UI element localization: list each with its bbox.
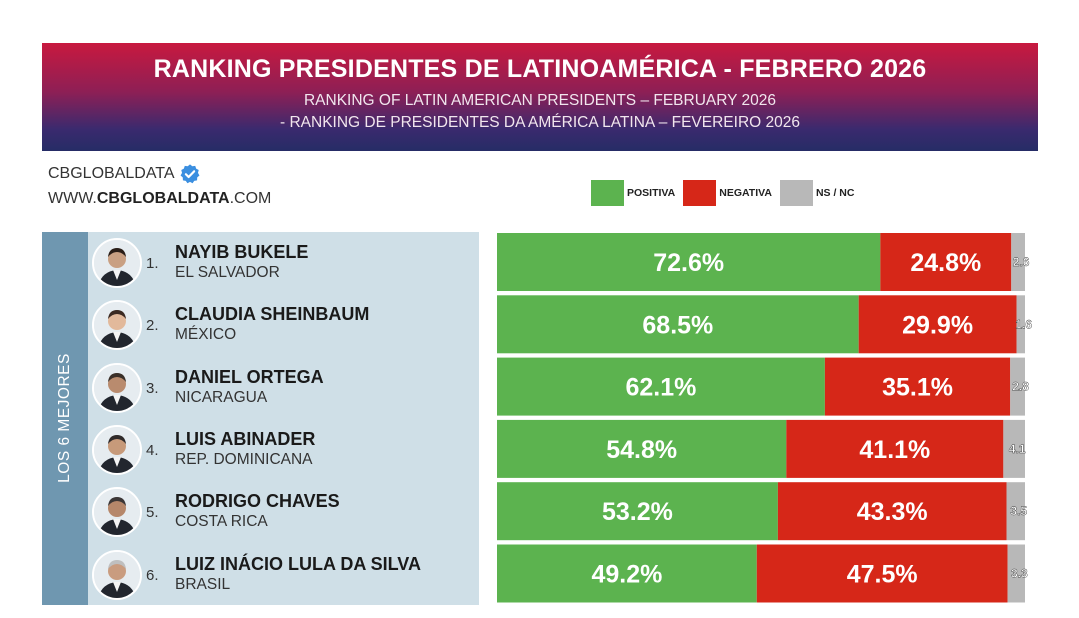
bar-segment-negativa (858, 295, 1017, 354)
president-country: COSTA RICA (175, 513, 268, 531)
brand-url-suffix: .COM (229, 190, 272, 207)
president-rank: 2. (146, 317, 159, 335)
president-rank: 3. (146, 379, 159, 397)
president-avatar (92, 362, 142, 413)
president-name: NAYIB BUKELE (175, 242, 309, 262)
data-label-negativa: 24.8% (910, 249, 981, 277)
presidents-panel (42, 232, 479, 605)
bar-segment-nsnc (1016, 295, 1025, 354)
president-country: NICARAGUA (175, 388, 268, 406)
president-avatar (92, 300, 142, 351)
bar-row: 72.6% 24.8% 2.6 (497, 233, 1030, 291)
bar-segment-nsnc (1007, 544, 1025, 603)
chart-subtitle-english: RANKING OF LATIN AMERICAN PRESIDENTS – F… (303, 92, 777, 109)
data-label-negativa: 35.1% (882, 374, 953, 402)
bar-segment-nsnc (1010, 357, 1025, 416)
verified-badge-icon (180, 164, 200, 184)
brand-name: CBGLOBALDATA (48, 163, 201, 185)
data-label-positiva: 54.8% (606, 436, 677, 464)
legend-swatch-positiva (591, 180, 624, 206)
president-avatar (92, 424, 142, 475)
bar-row: 62.1% 35.1% 2.8 (497, 357, 1029, 416)
chart-header: RANKING PRESIDENTES DE LATINOAMÉRICA - F… (42, 43, 1038, 151)
bar-segment-negativa (880, 233, 1012, 291)
president-rank: 6. (146, 566, 159, 584)
bar-segment-positiva (497, 544, 757, 603)
brand-name-text: CBGLOBALDATA (48, 165, 175, 182)
chart-title: RANKING PRESIDENTES DE LATINOAMÉRICA - F… (153, 55, 927, 83)
person-portrait-icon (94, 551, 140, 598)
data-label-nsnc: 1.6 (1015, 317, 1032, 331)
chart-subtitle-portuguese: - RANKING DE PRESIDENTES DA AMÉRICA LATI… (280, 114, 800, 131)
brand-url: WWW.CBGLOBALDATA.COM (48, 190, 271, 208)
president-name: CLAUDIA SHEINBAUM (175, 304, 370, 325)
president-country: REP. DOMINICANA (175, 450, 313, 468)
person-portrait-icon (94, 302, 140, 349)
president-rank: 1. (146, 255, 159, 272)
president-country: EL SALVADOR (175, 264, 280, 281)
bar-segment-nsnc (1003, 419, 1025, 478)
legend-label-positiva: POSITIVA (627, 187, 676, 199)
data-label-positiva: 68.5% (642, 311, 713, 339)
data-label-negativa: 29.9% (902, 311, 973, 339)
bar-segment-nsnc (1011, 233, 1025, 291)
bar-row: 54.8% 41.1% 4.1 (497, 419, 1026, 478)
data-label-positiva: 49.2% (591, 561, 662, 589)
bar-segment-positiva (497, 233, 881, 291)
data-label-nsnc: 2.8 (1012, 380, 1029, 394)
bar-segment-positiva (497, 295, 859, 354)
president-avatar (92, 549, 142, 600)
data-label-nsnc: 3.3 (1011, 567, 1028, 581)
brand-url-prefix: WWW. (48, 190, 97, 207)
brand-url-bold: CBGLOBALDATA (96, 190, 230, 207)
president-name: LUIS ABINADER (175, 428, 316, 449)
president-avatar (92, 238, 142, 288)
data-label-positiva: 72.6% (653, 249, 724, 277)
president-avatar (92, 487, 142, 538)
president-country: BRASIL (175, 575, 231, 593)
person-portrait-icon (94, 240, 140, 286)
data-label-negativa: 43.3% (857, 498, 928, 526)
bar-segment-nsnc (1006, 482, 1025, 541)
data-label-negativa: 47.5% (847, 561, 918, 589)
bar-segment-negativa (777, 482, 1007, 541)
data-label-nsnc: 4.1 (1009, 442, 1026, 456)
side-strip (42, 232, 88, 605)
person-portrait-icon (94, 489, 140, 536)
legend-label-nsnc: NS / NC (815, 187, 855, 199)
legend-swatch-negativa (683, 180, 717, 206)
data-label-positiva: 62.1% (625, 374, 696, 402)
president-rank: 5. (146, 504, 159, 522)
data-label-negativa: 41.1% (859, 436, 930, 464)
bar-segment-positiva (497, 419, 787, 478)
bar-segment-positiva (497, 482, 778, 541)
president-name: DANIEL ORTEGA (175, 366, 324, 387)
bar-segment-negativa (756, 544, 1008, 603)
president-name: RODRIGO CHAVES (175, 491, 340, 512)
president-name: LUIZ INÁCIO LULA DA SILVA (175, 553, 421, 574)
president-country: MÉXICO (175, 326, 237, 344)
president-rank: 4. (146, 441, 159, 459)
chart-legend: POSITIVA NEGATIVA NS / NC (591, 180, 862, 206)
data-label-nsnc: 2.6 (1013, 255, 1030, 269)
data-label-nsnc: 3.5 (1010, 504, 1027, 518)
bar-row: 53.2% 43.3% 3.5 (497, 482, 1028, 541)
person-portrait-icon (94, 426, 140, 473)
data-label-positiva: 53.2% (602, 498, 673, 526)
legend-label-negativa: NEGATIVA (719, 187, 772, 199)
bar-segment-negativa (824, 357, 1011, 416)
bar-row: 68.5% 29.9% 1.6 (497, 295, 1033, 354)
legend-swatch-nsnc (779, 180, 813, 206)
person-portrait-icon (94, 364, 140, 411)
bar-row: 49.2% 47.5% 3.3 (497, 544, 1028, 603)
bar-segment-negativa (786, 419, 1004, 478)
bar-segment-positiva (497, 357, 825, 416)
